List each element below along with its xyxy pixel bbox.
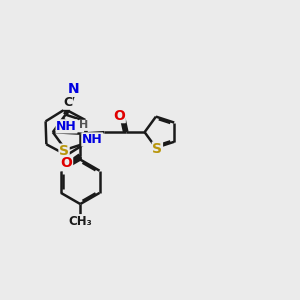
- Text: O: O: [113, 109, 125, 123]
- Text: NH: NH: [82, 133, 103, 146]
- Text: H: H: [79, 120, 88, 130]
- Text: CH₃: CH₃: [68, 215, 92, 228]
- Text: S: S: [59, 144, 69, 158]
- Text: N: N: [67, 82, 79, 96]
- Text: S: S: [152, 142, 162, 156]
- Text: O: O: [61, 156, 73, 170]
- Text: NH: NH: [56, 120, 77, 133]
- Text: C: C: [63, 96, 72, 109]
